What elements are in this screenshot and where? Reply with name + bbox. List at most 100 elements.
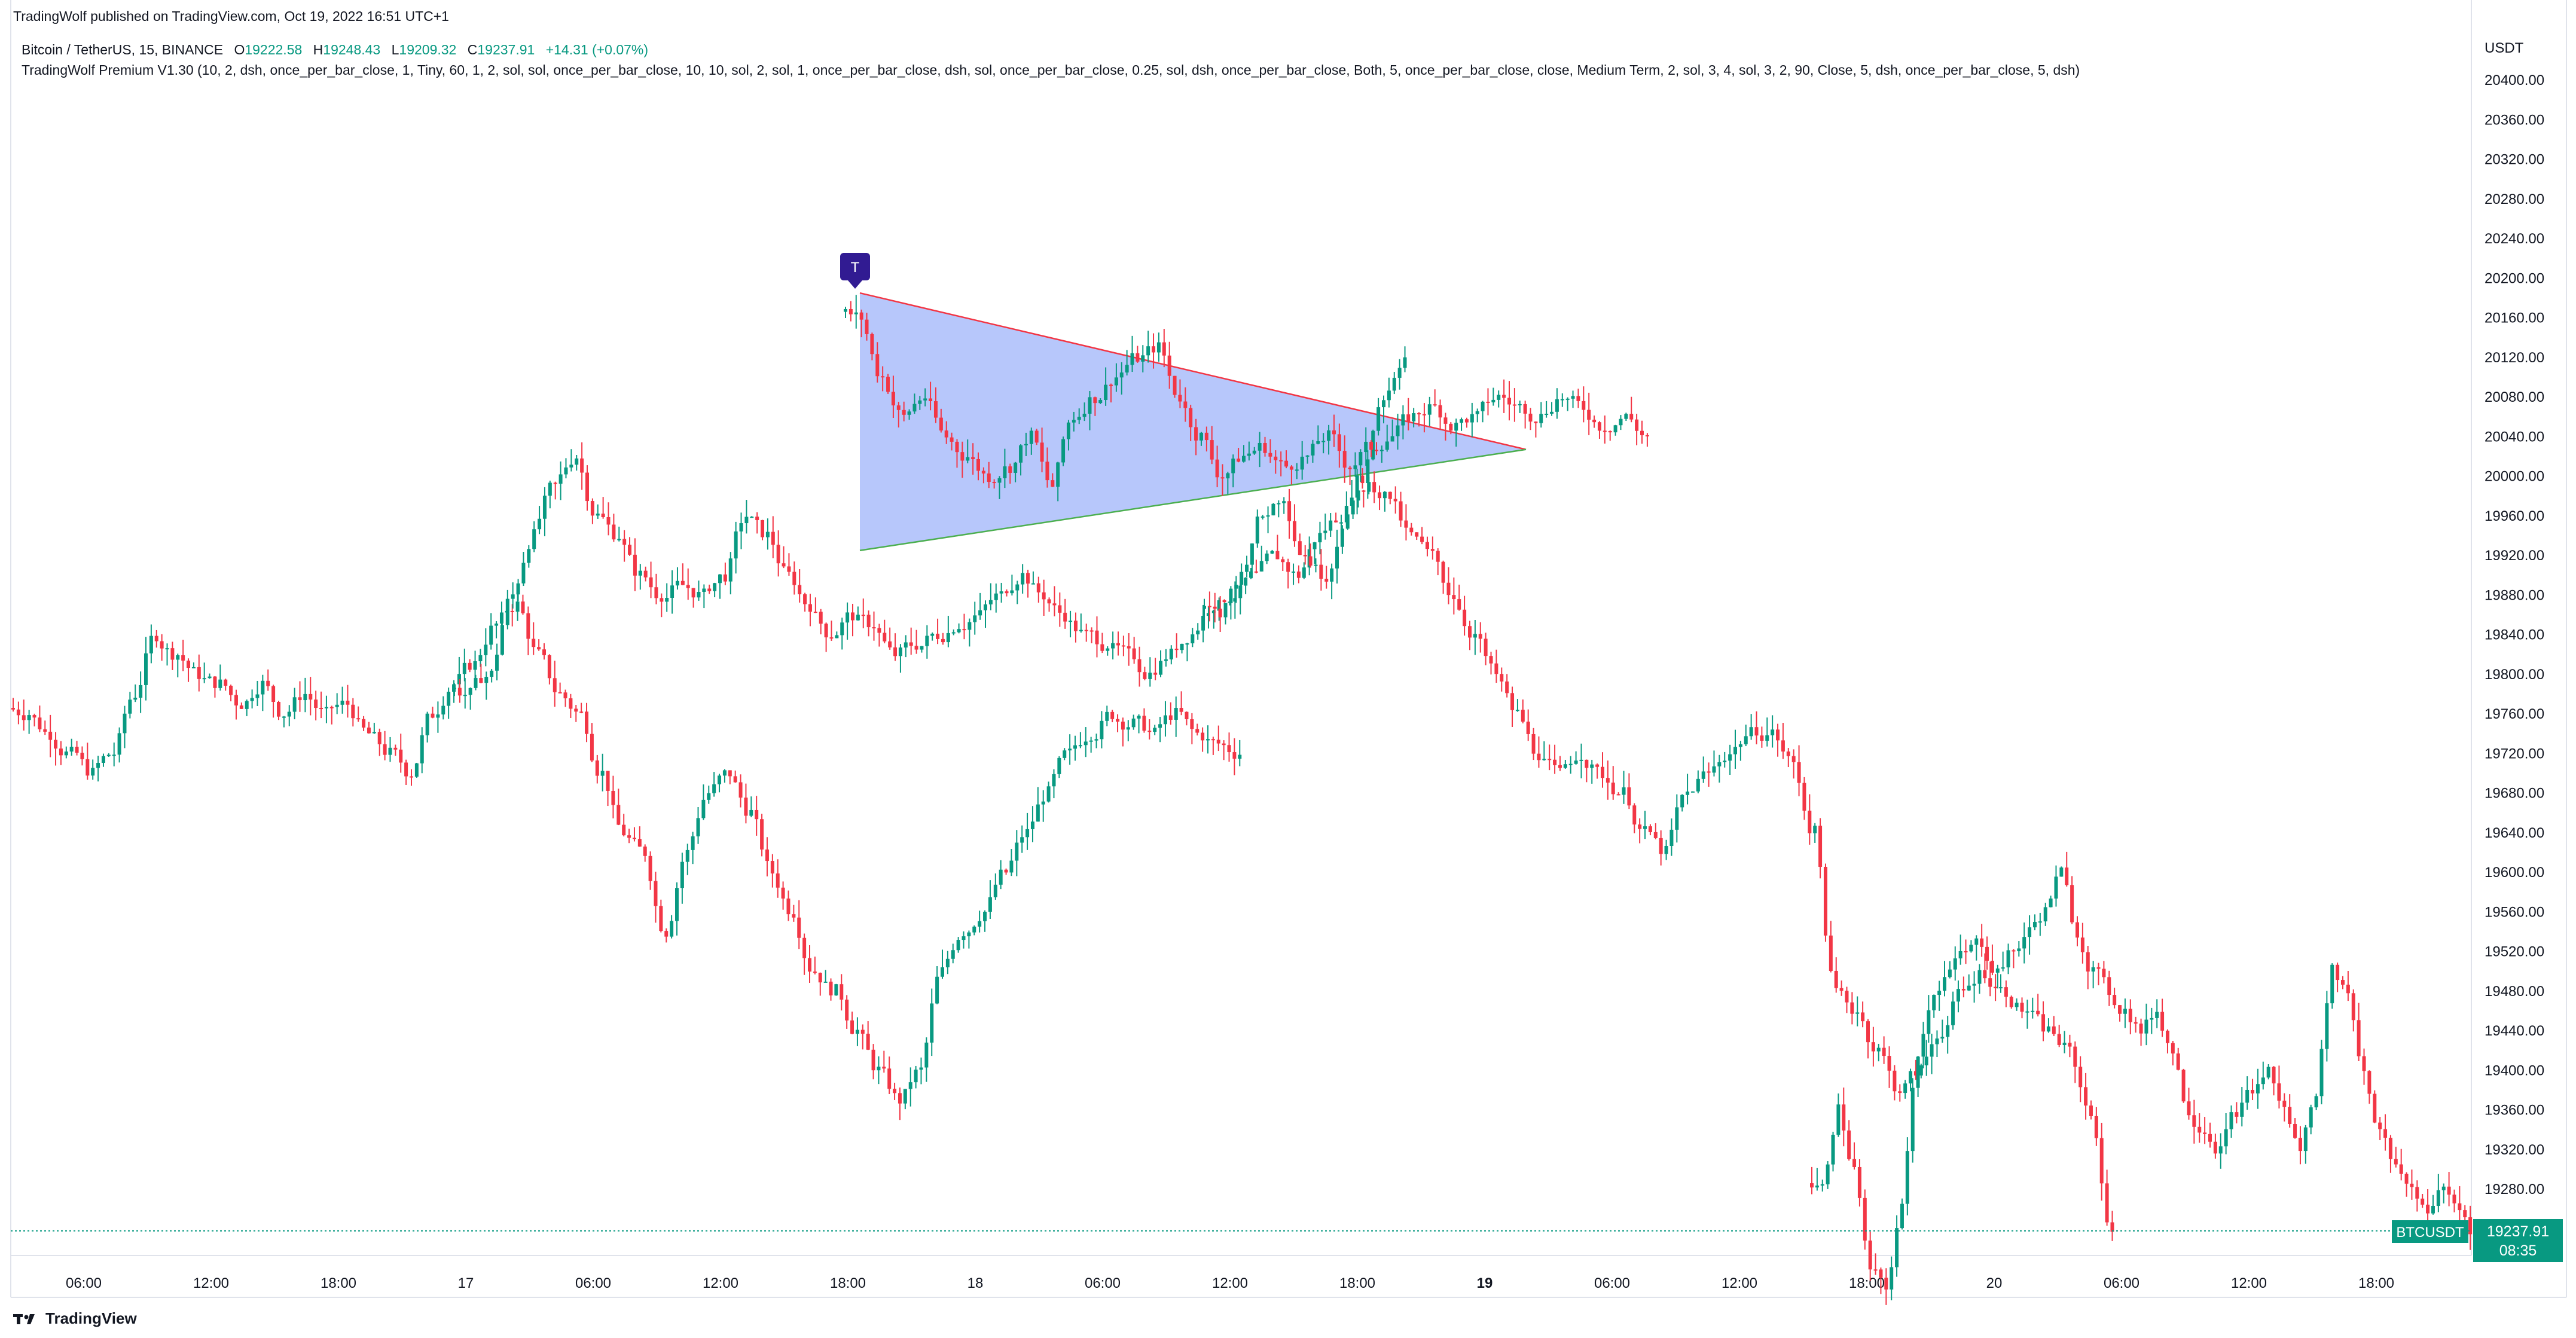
candle-body xyxy=(1481,401,1485,411)
candle-body xyxy=(1613,425,1617,433)
candle-body xyxy=(1260,516,1265,518)
candle-body xyxy=(160,641,164,649)
symbol-tag-box xyxy=(2392,1220,2468,1243)
candle-body xyxy=(532,639,536,647)
candle-body xyxy=(564,467,568,475)
candle-body xyxy=(997,478,1002,483)
candle-body xyxy=(1818,826,1823,867)
candle-body xyxy=(547,655,551,679)
candle-body xyxy=(191,667,196,668)
candle-body xyxy=(1948,969,1952,977)
candle-body xyxy=(834,984,838,995)
candle-body xyxy=(1595,764,1600,767)
candle-body xyxy=(1707,771,1711,773)
price-axis-unit: USDT xyxy=(2485,40,2524,56)
candle-body xyxy=(1534,421,1538,423)
candle-body xyxy=(590,734,594,761)
candle-body xyxy=(1226,473,1230,479)
candle-body xyxy=(1110,711,1115,719)
candle-body xyxy=(1876,1047,1881,1052)
candle-body xyxy=(1464,419,1469,423)
candle-body xyxy=(883,633,887,641)
price-tag[interactable]: BTCUSDT 19237.91 08:35 xyxy=(2392,1219,2563,1262)
candle-body xyxy=(2043,907,2047,922)
candle-body xyxy=(1069,621,1073,622)
candle-body xyxy=(2309,1107,2313,1128)
candle-body xyxy=(1478,634,1482,639)
candle-body xyxy=(1574,760,1578,764)
candle-body xyxy=(2362,1056,2366,1071)
candle-body xyxy=(447,691,451,706)
candle-body xyxy=(675,888,679,921)
candle-body xyxy=(611,790,615,805)
candle-body xyxy=(1121,645,1125,647)
price-axis[interactable]: 19280.00 19320.00 19360.00 19400.00 19440.00… xyxy=(2485,72,2544,1198)
candle-body xyxy=(2346,984,2350,994)
candle-body xyxy=(2099,1138,2104,1184)
candle-body xyxy=(2031,1010,2035,1012)
candle-body xyxy=(1088,397,1092,414)
candle-body xyxy=(101,756,105,763)
candle-body xyxy=(1512,404,1516,406)
candle-body xyxy=(1245,564,1249,572)
candle-body xyxy=(1275,551,1280,560)
candle-body xyxy=(918,400,922,404)
symbol-name[interactable]: Bitcoin / TetherUS, 15, BINANCE xyxy=(22,42,224,57)
candle-body xyxy=(2203,1132,2207,1134)
candle-body xyxy=(808,958,811,972)
candle-body xyxy=(1545,414,1549,416)
candle-body xyxy=(1156,342,1161,353)
price-axis-tick: 20200.00 xyxy=(2485,270,2544,286)
candle-body xyxy=(1051,480,1055,487)
candle-body xyxy=(1919,1065,1923,1076)
candle-body xyxy=(893,647,898,656)
candle-body xyxy=(707,588,712,591)
candle-body xyxy=(346,700,350,705)
candle-body xyxy=(441,705,445,715)
candle-body xyxy=(2080,937,2084,952)
indicator-legend[interactable]: TradingWolf Premium V1.30 (10, 2, dsh, o… xyxy=(22,62,2080,78)
candle-body xyxy=(1606,778,1610,783)
candle-body xyxy=(966,457,970,461)
candle-body xyxy=(1153,728,1157,732)
candle-body xyxy=(606,517,611,525)
symbol-tag-label: BTCUSDT xyxy=(2396,1224,2464,1241)
candle-body xyxy=(1624,414,1628,419)
candle-body xyxy=(1531,734,1536,754)
triangle-marker[interactable]: T xyxy=(840,253,870,289)
tradingview-footer[interactable]: TradingView xyxy=(13,1309,137,1328)
time-axis-tick: 18:00 xyxy=(1849,1275,1885,1291)
candle-body xyxy=(510,610,514,612)
candle-body xyxy=(170,648,175,660)
candle-body xyxy=(1286,562,1290,572)
candle-body xyxy=(128,699,132,714)
candle-body xyxy=(1958,951,1962,959)
triangle-fill xyxy=(860,293,1526,551)
candle-body xyxy=(479,678,483,683)
candle-body xyxy=(532,529,536,549)
candle-body xyxy=(1675,807,1679,830)
candle-body xyxy=(2062,1043,2067,1045)
price-axis-tick: 19760.00 xyxy=(2485,706,2544,722)
candle-body xyxy=(1292,521,1296,542)
candle-body xyxy=(69,746,74,752)
candle-body xyxy=(1159,661,1163,675)
candle-body xyxy=(548,482,552,496)
candle-body xyxy=(840,984,844,1000)
time-axis[interactable]: 06:00 12:00 18:00 17 06:00 12:00 18:00 18 06:00 1… xyxy=(66,1275,2394,1291)
candle-body xyxy=(601,514,605,517)
candle-body xyxy=(75,746,79,753)
candle-body xyxy=(993,884,997,897)
tradingview-logo-icon xyxy=(13,1313,35,1324)
candle-body xyxy=(1330,568,1334,582)
candle-body xyxy=(891,392,895,406)
candle-body xyxy=(1749,727,1753,737)
candle-body xyxy=(896,405,901,410)
price-axis-tick: 20320.00 xyxy=(2485,152,2544,168)
candle-body xyxy=(1645,435,1649,436)
triangle-pattern[interactable] xyxy=(859,292,1527,551)
candle-body xyxy=(1576,396,1580,401)
price-axis-tick: 19640.00 xyxy=(2485,825,2544,841)
candle-body xyxy=(250,698,254,701)
